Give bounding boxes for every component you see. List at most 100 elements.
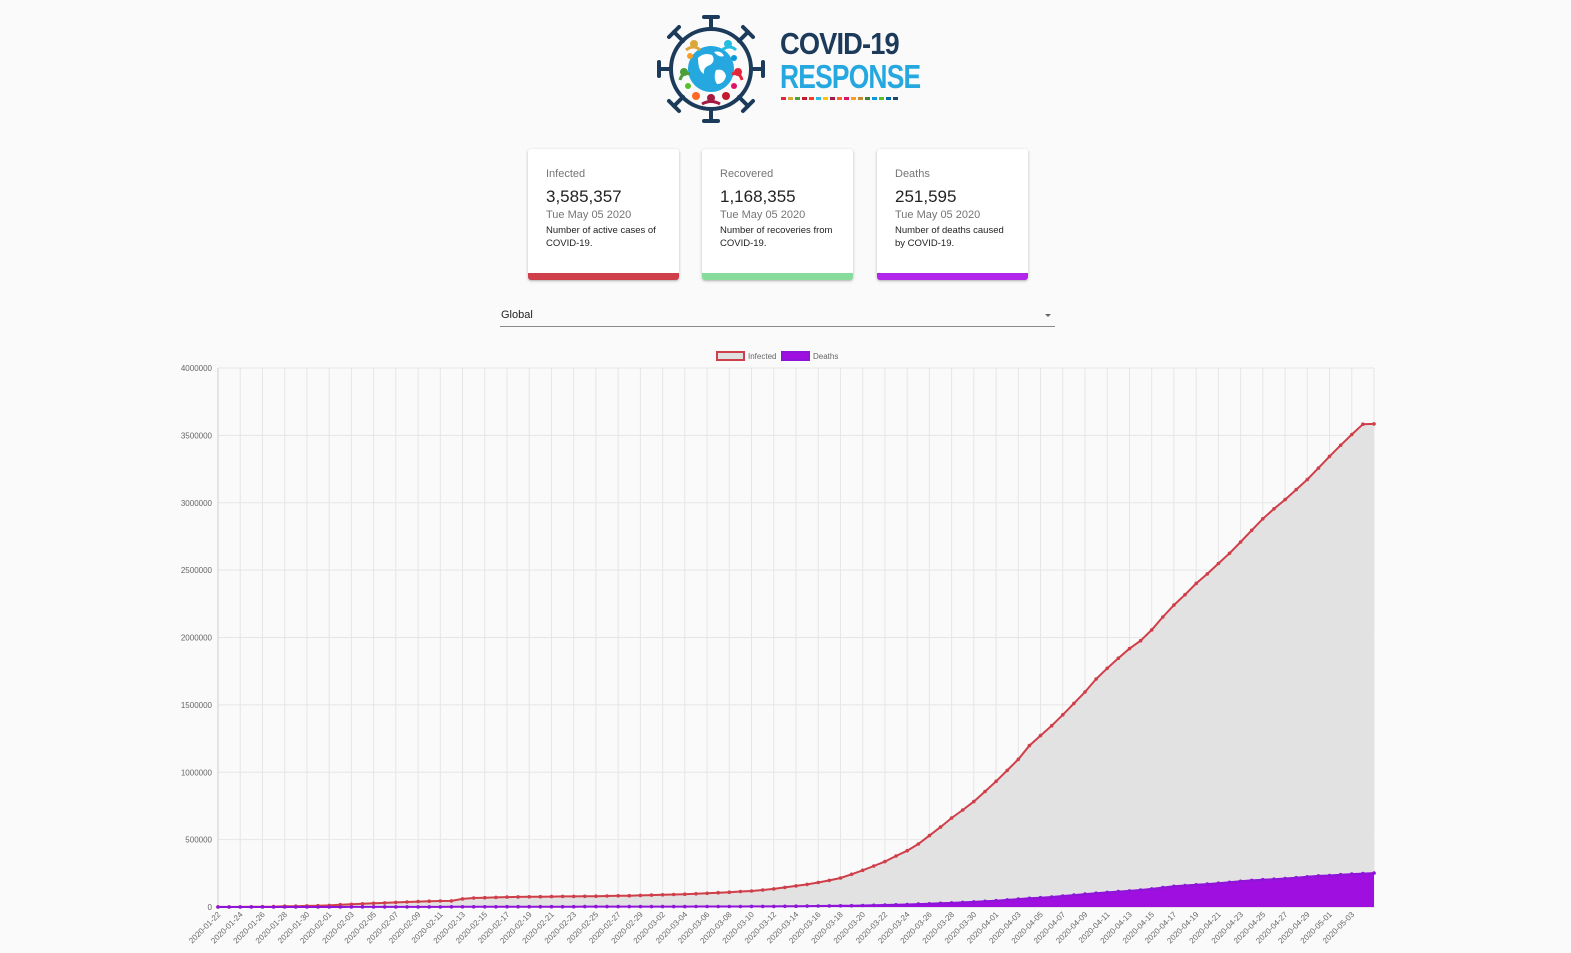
data-point-infected xyxy=(816,880,820,885)
data-point-infected xyxy=(516,895,520,899)
data-point-deaths xyxy=(805,904,809,908)
data-point-infected xyxy=(1283,497,1287,502)
data-point-deaths xyxy=(438,905,443,909)
logo-stripe xyxy=(823,97,828,100)
data-point-deaths xyxy=(1138,888,1143,892)
data-point-deaths xyxy=(694,904,698,909)
data-point-deaths xyxy=(649,904,654,909)
logo-stripe xyxy=(851,97,856,100)
data-point-infected xyxy=(427,899,432,903)
data-point-deaths xyxy=(560,904,565,909)
card-title: Recovered xyxy=(720,168,774,180)
data-point-infected xyxy=(505,895,509,899)
data-point-deaths xyxy=(794,904,798,908)
data-point-infected xyxy=(1049,723,1054,728)
data-point-infected xyxy=(1305,477,1310,482)
data-point-deaths xyxy=(705,904,709,909)
data-point-infected xyxy=(583,894,587,899)
data-point-deaths xyxy=(338,905,343,909)
data-point-infected xyxy=(916,842,921,846)
data-point-deaths xyxy=(1072,893,1076,897)
data-point-deaths xyxy=(1027,896,1032,901)
data-point-deaths xyxy=(1005,898,1009,902)
logo-stripe xyxy=(781,97,786,100)
data-point-deaths xyxy=(1161,885,1165,890)
data-point-infected xyxy=(1127,646,1132,651)
data-point-deaths xyxy=(1238,879,1243,884)
data-point-infected xyxy=(1038,733,1043,738)
data-point-infected xyxy=(460,897,465,901)
data-point-infected xyxy=(1249,528,1254,533)
data-point-infected xyxy=(405,900,409,904)
data-point-infected xyxy=(827,878,832,883)
card-date: Tue May 05 2020 xyxy=(546,209,632,221)
data-point-infected xyxy=(527,895,531,899)
data-point-deaths xyxy=(460,905,465,909)
data-point-infected xyxy=(571,894,576,899)
data-point-deaths xyxy=(1183,883,1187,888)
card-color-bar xyxy=(877,273,1028,280)
card-value: 3,585,357 xyxy=(546,187,622,206)
data-point-deaths xyxy=(1038,895,1043,900)
data-point-infected xyxy=(972,799,976,804)
data-point-deaths xyxy=(716,904,720,909)
card-description: Number of recoveries from COVID-19. xyxy=(720,225,833,249)
y-tick-label: 0 xyxy=(208,903,213,912)
legend-swatch-deaths xyxy=(781,351,810,361)
data-point-deaths xyxy=(972,900,976,904)
series-area-infected xyxy=(218,423,1374,907)
data-point-infected xyxy=(694,892,698,896)
data-point-infected xyxy=(1272,507,1276,511)
card-infected: Infected 3,585,357 Tue May 05 2020 Numbe… xyxy=(528,149,679,280)
data-point-deaths xyxy=(683,904,687,909)
data-point-infected xyxy=(872,864,876,868)
data-point-infected xyxy=(349,902,354,907)
card-value: 1,168,355 xyxy=(720,187,796,206)
data-point-deaths xyxy=(260,905,265,909)
data-point-deaths xyxy=(627,904,632,909)
data-point-deaths xyxy=(394,905,398,909)
y-tick-label: 4000000 xyxy=(181,364,213,373)
data-point-infected xyxy=(927,833,932,838)
logo-stripe xyxy=(830,97,835,100)
virus-globe-icon xyxy=(657,15,765,123)
data-point-infected xyxy=(438,899,443,903)
y-tick-label: 2500000 xyxy=(181,566,213,575)
logo-stripe xyxy=(809,97,814,100)
logo-color-stripes xyxy=(781,97,898,100)
data-point-infected xyxy=(382,901,387,905)
legend-label-infected: Infected xyxy=(748,352,776,361)
card-description: Number of active cases of COVID-19. xyxy=(546,225,656,249)
data-point-infected xyxy=(1072,701,1076,706)
data-point-deaths xyxy=(527,904,531,909)
data-point-infected xyxy=(483,895,487,900)
legend-label-deaths: Deaths xyxy=(813,352,838,361)
logo-stripe xyxy=(872,97,877,100)
data-point-infected xyxy=(838,876,843,880)
data-point-infected xyxy=(394,900,398,905)
data-point-deaths xyxy=(1327,873,1332,878)
data-point-deaths xyxy=(449,905,454,909)
data-point-infected xyxy=(1205,572,1210,576)
data-point-infected xyxy=(360,902,365,906)
y-tick-label: 1000000 xyxy=(181,768,213,777)
data-point-deaths xyxy=(827,904,832,908)
data-point-infected xyxy=(705,891,709,896)
data-point-deaths xyxy=(1116,889,1121,894)
data-point-deaths xyxy=(1361,871,1365,876)
data-point-infected xyxy=(960,808,965,812)
data-point-deaths xyxy=(760,904,765,909)
data-point-deaths xyxy=(305,905,309,909)
region-select[interactable]: Global xyxy=(500,305,1055,327)
region-select-value: Global xyxy=(501,309,533,321)
card-value: 251,595 xyxy=(895,187,957,206)
data-point-deaths xyxy=(894,903,898,907)
data-point-deaths xyxy=(1205,882,1210,886)
data-point-infected xyxy=(627,893,632,898)
data-point-deaths xyxy=(382,905,387,909)
data-point-deaths xyxy=(1194,883,1198,887)
data-point-deaths xyxy=(471,905,476,909)
data-point-deaths xyxy=(1316,874,1321,878)
data-point-infected xyxy=(683,892,687,896)
card-recovered: Recovered 1,168,355 Tue May 05 2020 Numb… xyxy=(702,149,853,280)
